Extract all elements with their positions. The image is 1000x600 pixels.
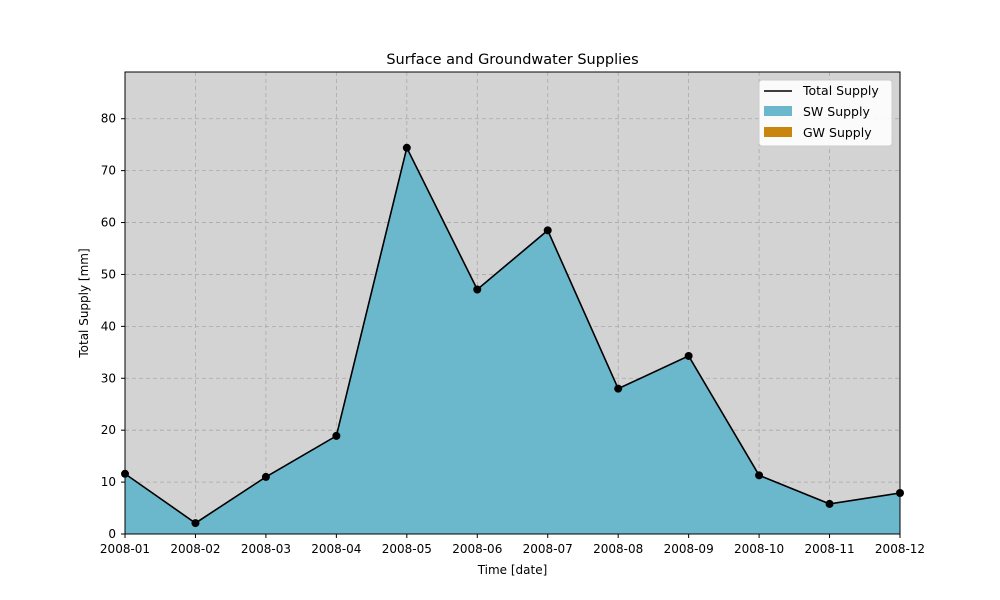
line-layer: [124, 145, 901, 525]
x-tick-label: 2008-08: [593, 542, 643, 556]
y-tick-label: 10: [101, 475, 116, 489]
legend-label-sw-supply: SW Supply: [803, 104, 870, 119]
point-total-supply: [684, 351, 693, 360]
x-tick-label: 2008-03: [241, 542, 291, 556]
y-tick-label: 80: [101, 112, 116, 126]
legend-swatch-sw-supply: [764, 106, 792, 116]
marker-layer: [121, 143, 904, 528]
point-total-supply: [332, 431, 341, 440]
x-tick-label: 2008-10: [734, 542, 784, 556]
x-tick-label: 2008-05: [382, 542, 432, 556]
x-tick-label: 2008-01: [100, 542, 150, 556]
x-axis-label: Time [date]: [477, 563, 548, 577]
y-tick-label: 20: [101, 423, 116, 437]
point-total-supply: [191, 519, 200, 528]
y-tick-label: 70: [101, 164, 116, 178]
point-total-supply: [614, 384, 623, 393]
x-tick-label: 2008-04: [311, 542, 361, 556]
area-sw-supply: [125, 147, 900, 534]
area-layer: [125, 147, 900, 534]
point-total-supply: [402, 143, 411, 152]
legend-swatch-gw-supply: [764, 127, 792, 137]
legend-box: [758, 79, 893, 147]
x-tick-label: 2008-09: [664, 542, 714, 556]
point-total-supply: [543, 226, 552, 235]
plot-frame: [124, 71, 901, 535]
line-total-supply: [124, 145, 901, 525]
point-total-supply: [755, 471, 764, 480]
legend-label-total-supply: Total Supply: [802, 83, 879, 98]
y-tick-label: 50: [101, 267, 116, 281]
x-tick-label: 2008-06: [452, 542, 502, 556]
point-total-supply: [825, 499, 834, 508]
legend: Total Supply SW Supply GW Supply: [758, 79, 893, 147]
legend-label-gw-supply: GW Supply: [803, 125, 872, 140]
y-axis-label: Total Supply [mm]: [77, 248, 91, 358]
x-tick-label: 2008-02: [170, 542, 220, 556]
x-tick-label: 2008-11: [804, 542, 854, 556]
point-total-supply: [473, 285, 482, 294]
x-axis-ticks: 2008-01 2008-02 2008-03 2008-04 2008-05 2008-…: [100, 534, 925, 556]
y-tick-label: 60: [101, 216, 116, 230]
y-tick-label: 30: [101, 371, 116, 385]
point-total-supply: [261, 472, 270, 481]
x-tick-label: 2008-12: [875, 542, 925, 556]
y-tick-label: 40: [101, 319, 116, 333]
chart-title: Surface and Groundwater Supplies: [386, 52, 638, 68]
y-axis-ticks: 0 10 20 30 40 50 60 70 80: [101, 112, 125, 541]
x-tick-label: 2008-07: [523, 542, 573, 556]
y-tick-label: 0: [108, 527, 116, 541]
